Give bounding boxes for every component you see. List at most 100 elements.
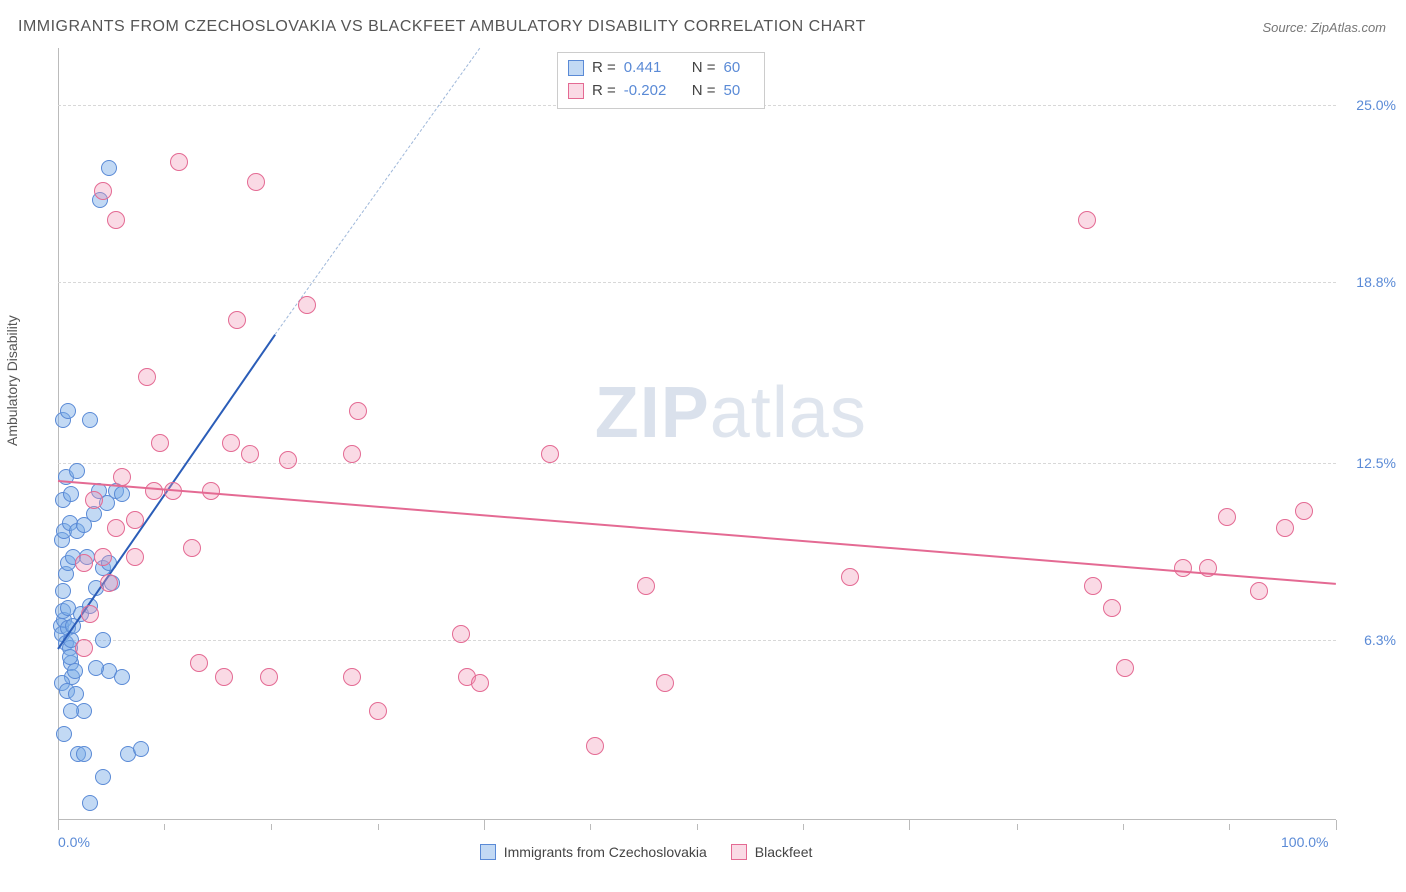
data-point [1276,519,1294,537]
data-point [279,451,297,469]
data-point [1078,211,1096,229]
data-point [88,660,104,676]
chart-title: IMMIGRANTS FROM CZECHOSLOVAKIA VS BLACKF… [18,18,866,36]
gridline [58,282,1336,283]
data-point [183,539,201,557]
data-point [151,434,169,452]
y-tick-label: 25.0% [1341,97,1396,113]
data-point [298,296,316,314]
data-point [452,625,470,643]
n-value: 60 [724,57,754,80]
r-label: R = [592,57,616,80]
legend-item: Immigrants from Czechoslovakia [480,844,707,860]
x-tick [1123,824,1124,830]
data-point [69,463,85,479]
y-tick-label: 18.8% [1341,274,1396,290]
source-label: Source: ZipAtlas.com [1262,20,1386,35]
x-tick [378,824,379,830]
data-point [586,737,604,755]
data-point [1084,577,1102,595]
x-tick [1229,824,1230,830]
x-axis-line [58,819,1336,820]
data-point [94,548,112,566]
data-point [222,434,240,452]
y-axis-label: Ambulatory Disability [4,315,20,446]
data-point [55,583,71,599]
r-value: -0.202 [624,80,684,103]
x-tick [590,824,591,830]
data-point [107,211,125,229]
y-tick-label: 12.5% [1341,455,1396,471]
x-tick [697,824,698,830]
x-tick [1336,820,1337,830]
legend-row: R = 0.441 N = 60 [568,57,754,80]
scatter-plot: 6.3%12.5%18.8%25.0%0.0%100.0% [58,48,1336,820]
n-value: 50 [724,80,754,103]
data-point [126,511,144,529]
legend-row: R =-0.202N =50 [568,80,754,103]
data-point [1295,502,1313,520]
legend-swatch [568,60,584,76]
r-value: 0.441 [624,57,684,80]
data-point [67,663,83,679]
series-legend: Immigrants from Czechoslovakia Blackfeet [480,844,813,860]
data-point [1218,508,1236,526]
data-point [114,486,130,502]
data-point [94,182,112,200]
legend-label: Immigrants from Czechoslovakia [504,844,707,860]
data-point [68,686,84,702]
data-point [343,668,361,686]
data-point [75,554,93,572]
data-point [133,741,149,757]
data-point [138,368,156,386]
data-point [60,403,76,419]
n-label: N = [692,57,716,80]
legend-item: Blackfeet [731,844,813,860]
x-axis-label: 100.0% [1281,834,1328,850]
data-point [126,548,144,566]
data-point [241,445,259,463]
data-point [170,153,188,171]
legend-label: Blackfeet [755,844,813,860]
y-tick-label: 6.3% [1341,632,1396,648]
data-point [100,574,118,592]
data-point [260,668,278,686]
data-point [637,577,655,595]
data-point [113,468,131,486]
stats-legend: R = 0.441 N = 60R = -0.202 N = 50 [557,52,765,109]
legend-swatch [731,844,747,860]
data-point [471,674,489,692]
trend-line [58,480,1336,585]
data-point [247,173,265,191]
x-tick [1017,824,1018,830]
data-point [82,795,98,811]
data-point [56,726,72,742]
data-point [215,668,233,686]
x-axis-label: 0.0% [58,834,90,850]
data-point [1116,659,1134,677]
data-point [349,402,367,420]
data-point [95,632,111,648]
x-tick [484,820,485,830]
data-point [656,674,674,692]
data-point [1174,559,1192,577]
r-label: R = [592,80,616,103]
x-tick [803,824,804,830]
data-point [841,568,859,586]
data-point [190,654,208,672]
data-point [75,639,93,657]
legend-swatch [480,844,496,860]
y-axis-line [58,48,59,820]
data-point [1250,582,1268,600]
data-point [228,311,246,329]
data-point [85,491,103,509]
data-point [82,412,98,428]
x-tick [164,824,165,830]
data-point [343,445,361,463]
data-point [541,445,559,463]
trend-line-extrapolated [275,48,480,335]
data-point [107,519,125,537]
data-point [101,160,117,176]
data-point [145,482,163,500]
data-point [114,669,130,685]
